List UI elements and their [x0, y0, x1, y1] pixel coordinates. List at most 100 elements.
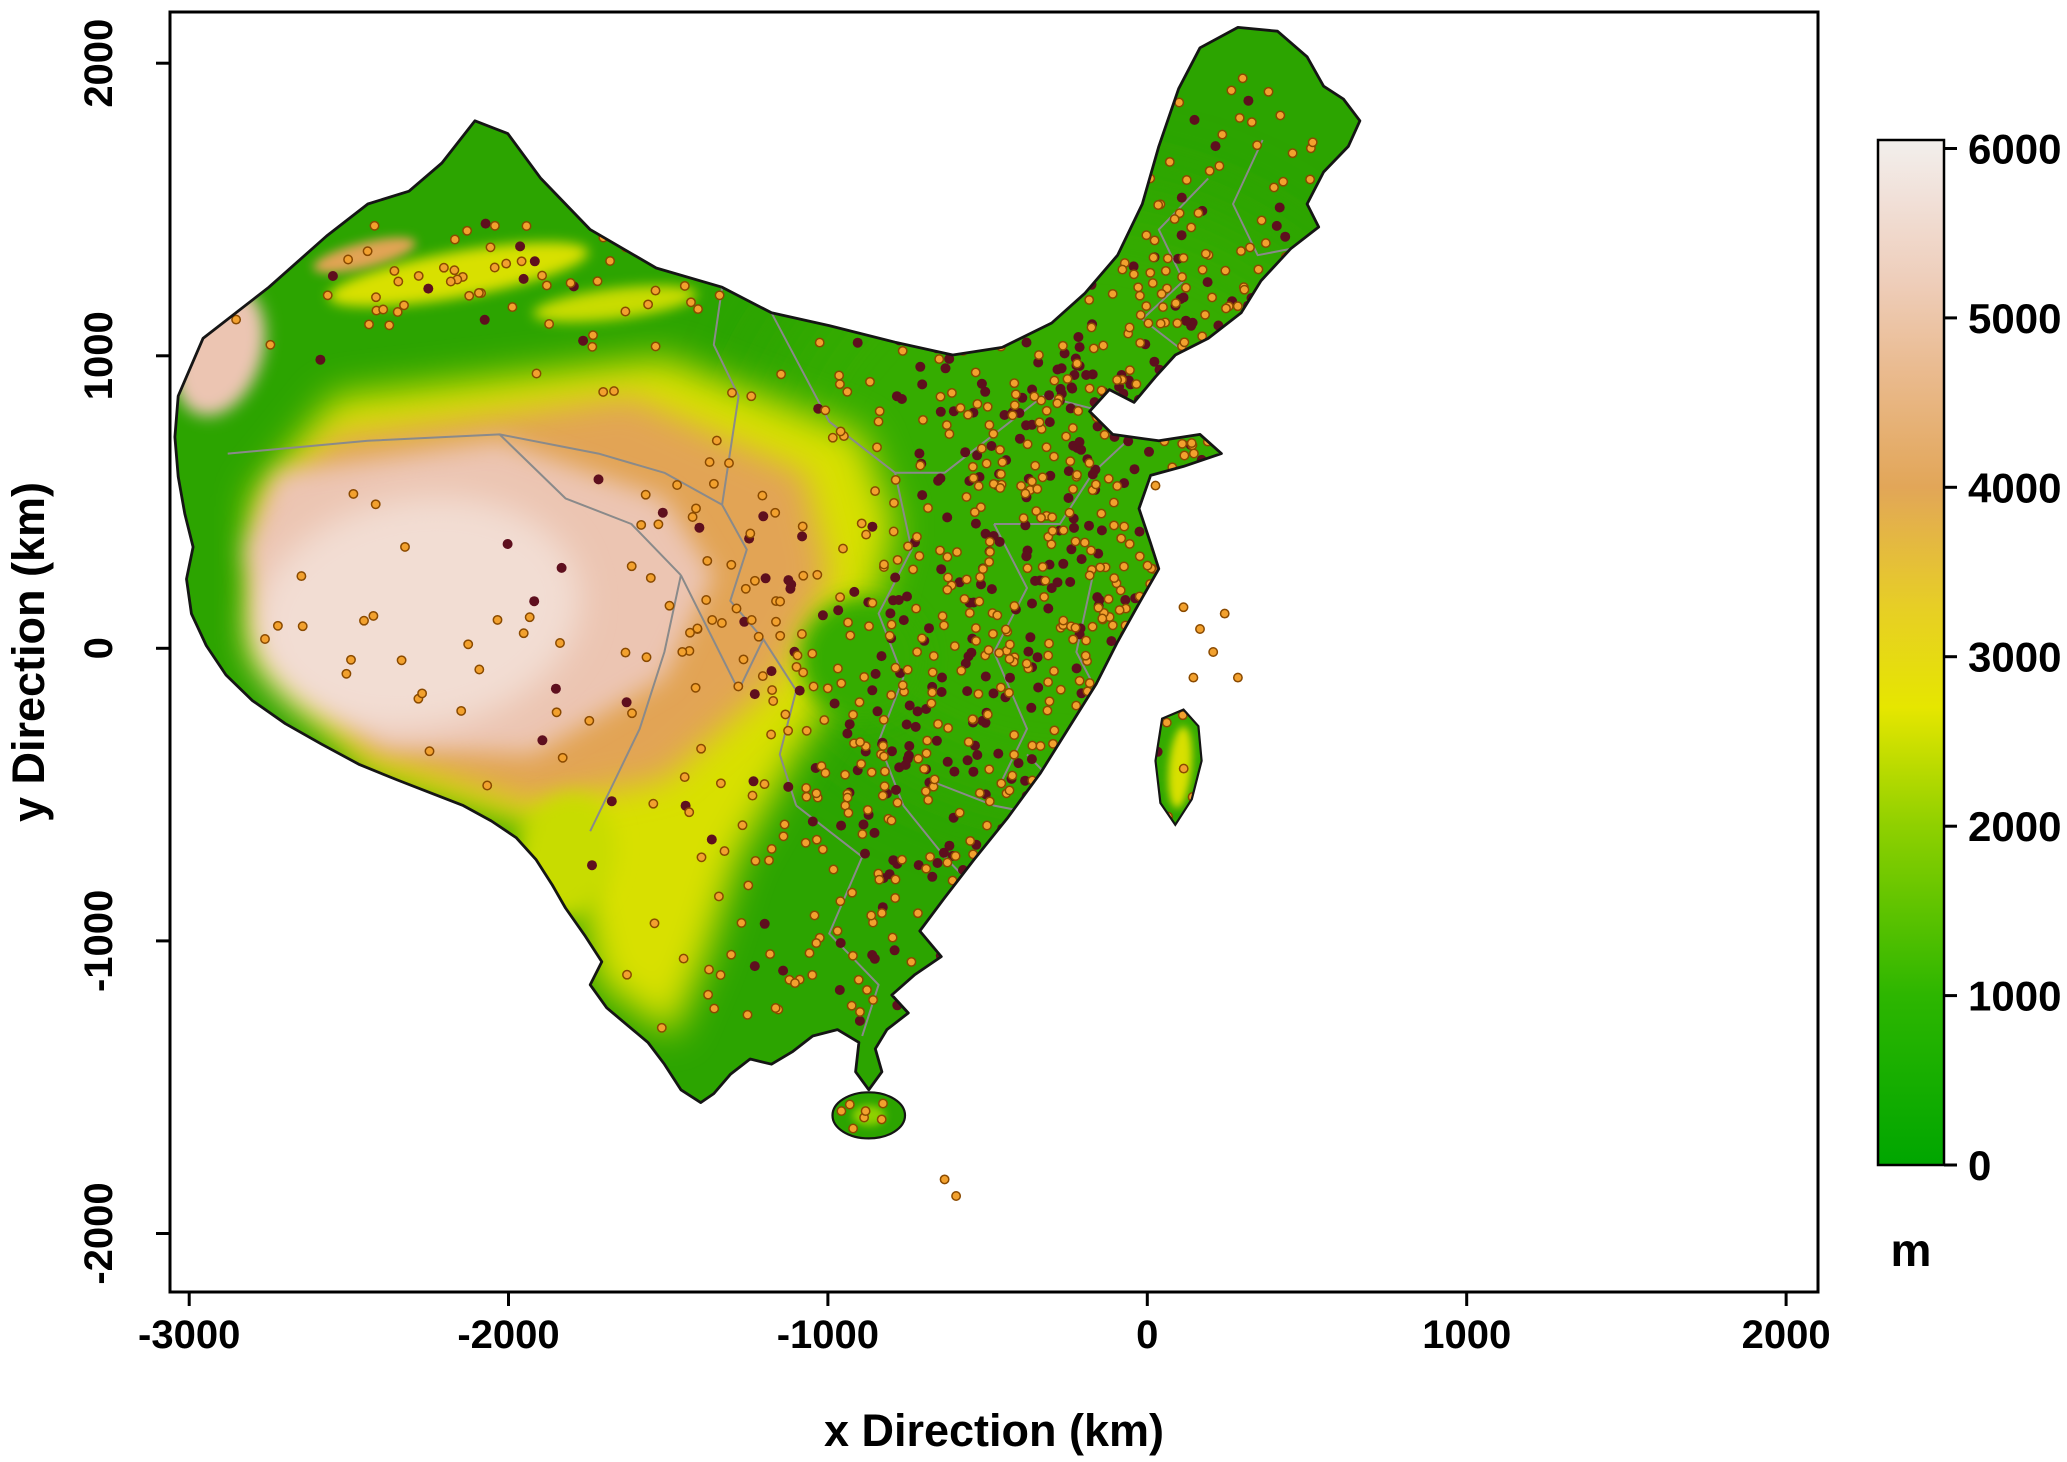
- station-point-open: [935, 545, 945, 556]
- station-point-dark: [1105, 873, 1116, 884]
- station-point-open: [842, 792, 853, 803]
- station-point-dark: [921, 1041, 932, 1052]
- station-point-open: [1109, 573, 1120, 584]
- station-point-open: [489, 262, 500, 273]
- station-point-open: [1148, 708, 1159, 719]
- station-point-open: [1164, 156, 1175, 167]
- station-point-dark: [999, 410, 1010, 420]
- station-point-open: [464, 290, 475, 301]
- station-point-dark: [1206, 493, 1217, 504]
- station-point-open: [1202, 345, 1213, 356]
- station-point-open: [1256, 215, 1267, 226]
- station-point-open: [672, 480, 683, 490]
- station-point-dark: [657, 507, 668, 518]
- station-point-dark: [852, 337, 863, 348]
- station-point-open: [1154, 418, 1165, 429]
- station-point-open: [929, 774, 940, 785]
- station-point-dark: [1144, 446, 1154, 457]
- station-point-open: [856, 518, 867, 529]
- station-point-open: [1232, 301, 1243, 312]
- station-point-open: [1099, 429, 1110, 440]
- station-point-dark: [835, 938, 846, 948]
- station-point-open: [701, 595, 712, 605]
- station-point-open: [521, 221, 532, 231]
- station-point-open: [1082, 716, 1093, 727]
- station-point-open: [1207, 360, 1218, 371]
- station-point-open: [678, 953, 689, 964]
- station-point-dark: [1104, 132, 1115, 143]
- station-point-open: [463, 639, 474, 650]
- station-point-dark: [980, 671, 991, 682]
- station-point-open: [620, 647, 631, 658]
- station-point-open: [999, 878, 1010, 889]
- station-point-open: [814, 337, 825, 348]
- station-point-dark: [924, 623, 934, 634]
- station-point-open: [827, 432, 838, 443]
- station-point-dark: [962, 686, 973, 697]
- station-point-open: [842, 386, 853, 397]
- station-point-dark: [892, 1049, 903, 1060]
- station-point-dark: [980, 528, 991, 539]
- station-point-dark: [1087, 369, 1098, 380]
- station-point-open: [811, 788, 822, 799]
- station-point-open: [889, 497, 899, 508]
- station-point-dark: [1069, 522, 1079, 533]
- station-point-open: [1226, 85, 1237, 96]
- station-point-open: [537, 270, 548, 281]
- station-point-dark: [1087, 1023, 1098, 1034]
- station-point-open: [1108, 682, 1119, 693]
- station-point-open: [776, 369, 787, 380]
- station-point-open: [862, 804, 873, 815]
- station-point-dark: [1092, 421, 1103, 432]
- station-point-open: [892, 554, 903, 565]
- station-point-open: [963, 409, 973, 420]
- station-point-open: [1134, 551, 1145, 562]
- station-point-dark: [935, 473, 946, 484]
- station-point-open: [1153, 847, 1164, 858]
- station-point-open: [1296, 287, 1307, 298]
- station-point-dark: [1021, 551, 1032, 562]
- station-point-dark: [749, 961, 760, 972]
- station-point-dark: [1072, 277, 1083, 288]
- station-point-open: [1061, 864, 1071, 874]
- station-point-open: [738, 654, 749, 665]
- station-point-open: [1287, 148, 1298, 159]
- station-point-open: [1230, 512, 1241, 523]
- station-point-open: [399, 300, 409, 311]
- station-point-open: [972, 399, 983, 409]
- station-point-open: [1077, 882, 1088, 893]
- station-point-open: [1172, 318, 1183, 329]
- station-point-open: [878, 714, 889, 725]
- station-point-open: [598, 386, 609, 397]
- station-point-dark: [550, 683, 561, 694]
- china-outline: [173, 26, 1362, 1104]
- station-point-open: [741, 1092, 752, 1103]
- station-point-open: [1150, 480, 1161, 491]
- station-point-open: [1072, 744, 1083, 755]
- station-point-open: [942, 584, 953, 595]
- station-point-open: [775, 630, 786, 641]
- station-point-dark: [1118, 685, 1129, 696]
- station-point-dark: [1281, 476, 1292, 487]
- station-point-dark: [1156, 879, 1167, 890]
- station-point-dark: [1176, 230, 1187, 241]
- station-point-open: [1098, 340, 1109, 351]
- station-point-open: [648, 798, 659, 809]
- station-point-dark: [937, 672, 947, 683]
- station-point-open: [1215, 547, 1226, 558]
- station-point-open: [750, 855, 761, 866]
- station-point-open: [1079, 537, 1090, 548]
- station-point-dark: [1118, 404, 1129, 415]
- station-point-open: [364, 319, 374, 330]
- station-point-open: [1280, 375, 1291, 385]
- station-point-dark: [1071, 663, 1082, 674]
- station-point-dark: [1185, 832, 1196, 843]
- station-point-open: [1064, 751, 1075, 762]
- station-point-open: [1131, 379, 1142, 390]
- colorbar-tick-label: 5000: [1968, 295, 2061, 342]
- station-point-open: [1227, 707, 1238, 718]
- station-point-open: [692, 623, 703, 634]
- station-point-open: [1027, 476, 1037, 487]
- station-point-open: [1090, 479, 1101, 490]
- station-point-open: [848, 709, 859, 720]
